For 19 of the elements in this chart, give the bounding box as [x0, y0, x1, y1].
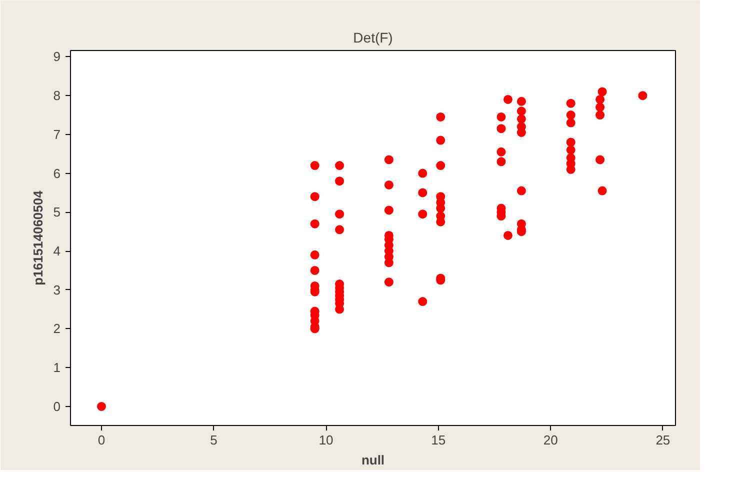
y-tick-label: 9 — [53, 49, 61, 64]
y-tick-label: 3 — [53, 282, 61, 298]
x-tick-label: 20 — [543, 432, 558, 448]
x-tick-label: 15 — [431, 432, 446, 448]
y-tick-label: 8 — [53, 88, 61, 104]
y-tick-label: 7 — [53, 126, 61, 142]
x-tick-label: 10 — [318, 432, 334, 448]
x-axis-title: null — [361, 452, 385, 468]
chart-title: Det(F) — [353, 30, 393, 46]
y-axis-title: p161514060504 — [30, 190, 46, 286]
y-tick-label: 0 — [53, 398, 61, 414]
x-tick-label: 25 — [656, 432, 670, 448]
y-tick-label: 4 — [53, 244, 61, 259]
x-tick-label: 0 — [98, 432, 106, 448]
y-tick-label: 2 — [53, 321, 61, 336]
y-tick-label: 1 — [53, 360, 61, 376]
y-tick-label: 6 — [53, 166, 61, 181]
x-tick-label: 5 — [210, 432, 218, 448]
y-tick-label: 5 — [53, 204, 61, 220]
